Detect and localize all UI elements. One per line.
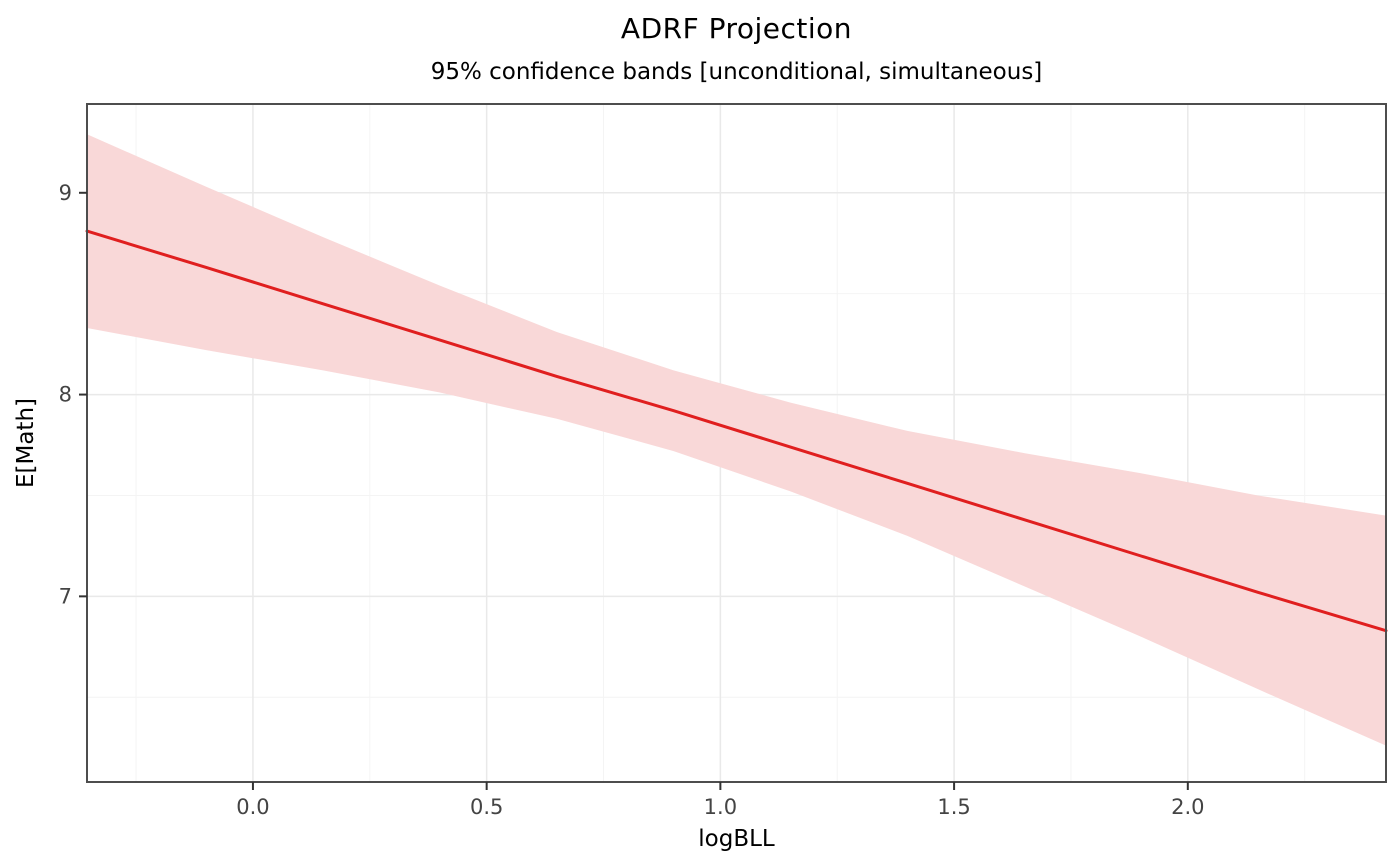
y-axis-title: E[Math] <box>13 397 39 489</box>
x-axis-title: logBLL <box>698 826 775 852</box>
regression-line <box>85 229 1388 633</box>
x-tick-label: 1.0 <box>704 795 737 819</box>
x-tick-label: 1.5 <box>937 795 970 819</box>
chart-subtitle: 95% confidence bands [unconditional, sim… <box>430 59 1043 85</box>
y-tick-label: 9 <box>59 181 72 205</box>
y-tick-label: 7 <box>59 584 72 608</box>
chart-title: ADRF Projection <box>620 12 853 45</box>
x-tick-label: 0.5 <box>470 795 503 819</box>
confidence-band <box>87 134 1386 746</box>
x-tick-label: 2.0 <box>1171 795 1204 819</box>
x-tick-label: 0.0 <box>236 795 269 819</box>
panel-border <box>86 103 1387 783</box>
y-tick-label: 8 <box>59 383 72 407</box>
